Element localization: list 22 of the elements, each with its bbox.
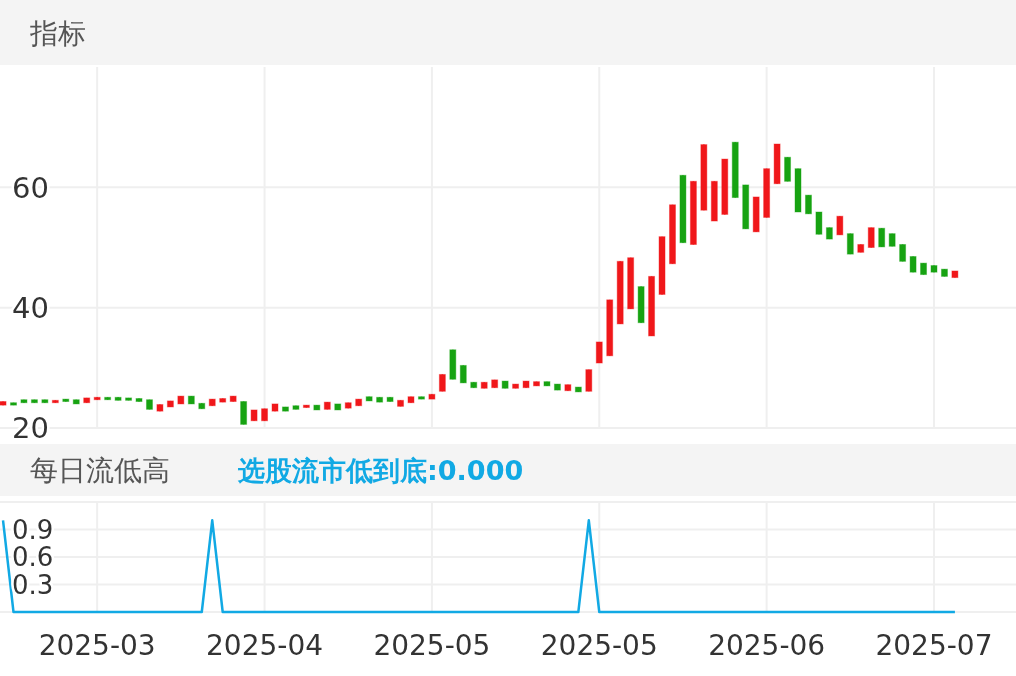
candlestick <box>240 400 248 426</box>
chart-title: 指标 <box>29 16 86 50</box>
candlestick <box>595 341 603 364</box>
x-tick-label: 2025-04 <box>206 629 324 662</box>
y-tick-label: 60 <box>12 170 49 205</box>
candlestick <box>846 232 854 255</box>
chart-title: 每日流低高 <box>30 454 170 487</box>
x-tick-label: 2025-06 <box>708 629 826 662</box>
y-tick-label: 0.9 <box>12 514 54 545</box>
candlestick <box>867 226 875 249</box>
candlestick <box>878 227 886 248</box>
x-tick-label: 2025-05 <box>540 629 658 662</box>
x-tick-label: 2025-03 <box>38 629 156 662</box>
y-tick-label: 40 <box>12 291 49 326</box>
candlestick <box>585 368 593 393</box>
series-label: 选股流市低到底:0.000 <box>237 455 524 486</box>
y-tick-label: 20 <box>12 411 49 446</box>
candlestick <box>815 211 823 236</box>
candlestick <box>836 215 844 236</box>
x-tick-label: 2025-07 <box>875 629 993 662</box>
x-tick-label: 2025-05 <box>373 629 491 662</box>
candlestick <box>804 194 812 215</box>
